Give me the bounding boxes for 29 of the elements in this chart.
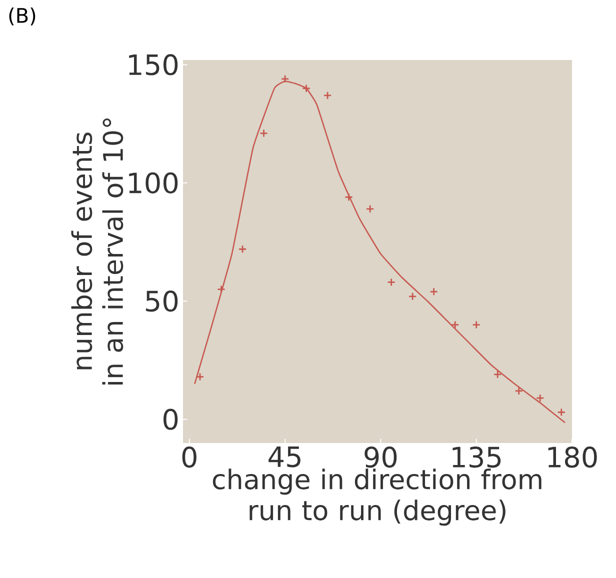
point <box>323 91 332 100</box>
point <box>217 285 226 294</box>
point <box>557 408 566 416</box>
point <box>280 74 290 84</box>
text: (B) <box>9 8 36 26</box>
x-tick-label: 45 <box>268 446 300 468</box>
x-tick-label: 180 <box>548 446 597 468</box>
point <box>450 320 460 329</box>
x-tick-label: 135 <box>452 446 501 468</box>
point <box>472 320 481 329</box>
x-tick-label: 90 <box>364 446 397 468</box>
y-axis-title: number of events in an interval of 10° <box>71 118 124 384</box>
point <box>387 278 396 286</box>
point <box>430 287 438 296</box>
point <box>238 244 247 254</box>
y-tick-label: 100 <box>129 172 178 194</box>
y-tick-label: 0 <box>164 408 178 430</box>
point <box>536 394 544 402</box>
x-tick-label: 0 <box>182 446 196 468</box>
x-axis-title: change in direction from run to run (degree) <box>212 468 542 526</box>
y-tick-label: 150 <box>129 54 178 76</box>
point <box>344 192 354 202</box>
y-tick-label: 50 <box>146 290 178 312</box>
point <box>302 84 310 93</box>
point <box>493 370 502 379</box>
point <box>366 204 374 214</box>
point <box>408 292 417 301</box>
point <box>260 129 268 138</box>
point <box>514 386 524 396</box>
